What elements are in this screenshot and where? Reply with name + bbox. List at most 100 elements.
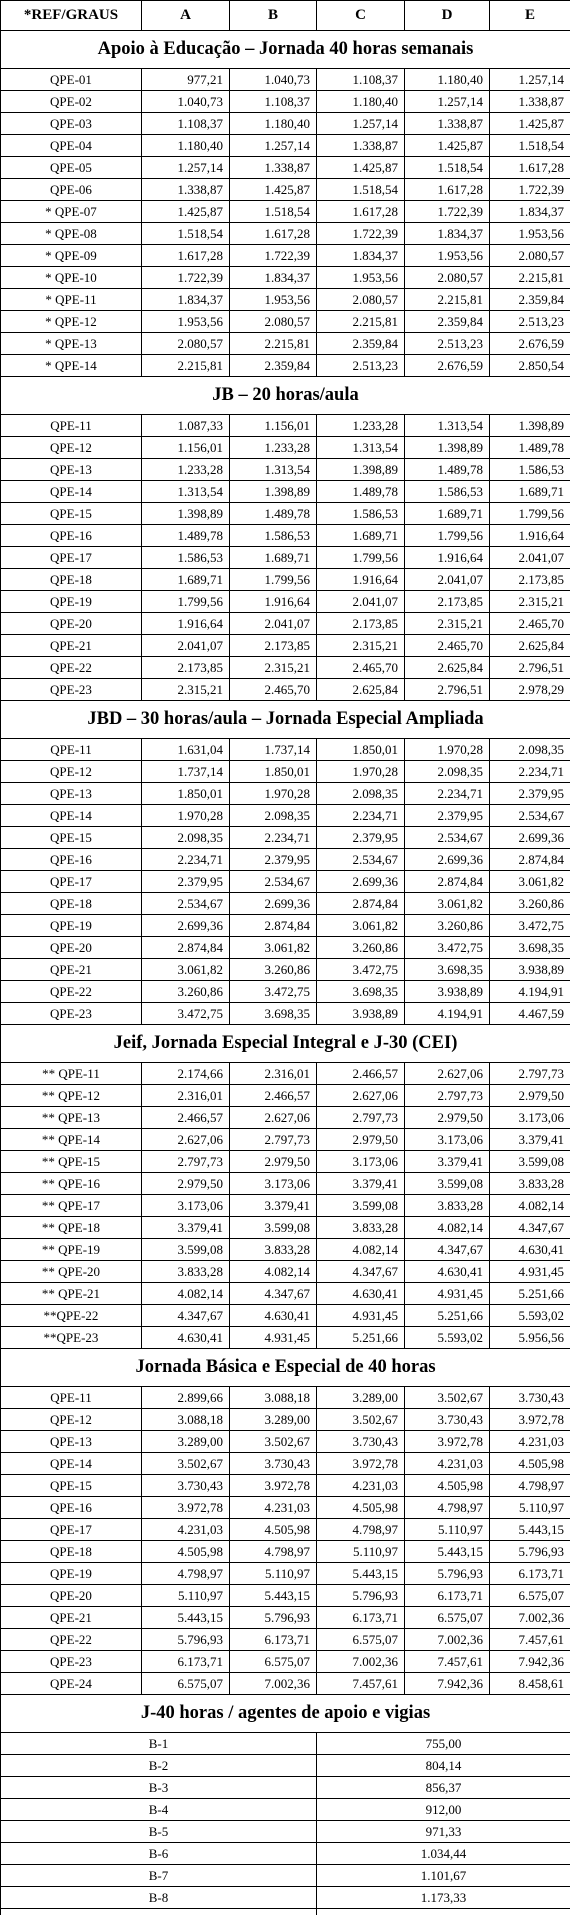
data-row: ** QPE-12 2.316,01 2.466,57 2.627,06 2.797,7… [0, 1084, 570, 1107]
value-cell: 1.249,53 [316, 1908, 570, 1915]
value-cell: 4.630,41 [229, 1304, 317, 1327]
ref-cell: ** QPE-20 [0, 1260, 142, 1283]
value-cell: 3.698,35 [316, 980, 405, 1003]
value-cell: 4.630,41 [489, 1238, 570, 1261]
ref-cell: B-5 [0, 1820, 317, 1843]
data-row: **QPE-23 4.630,41 4.931,45 5.251,66 5.593,02… [0, 1326, 570, 1349]
value-cell: 2.315,21 [141, 678, 230, 701]
ref-cell: ** QPE-15 [0, 1150, 142, 1173]
section-title-row: Apoio à Educação – Jornada 40 horas sema… [0, 30, 570, 69]
value-cell: 1.518,54 [316, 178, 405, 201]
ref-cell: QPE-21 [0, 634, 142, 657]
ref-cell: QPE-22 [0, 656, 142, 679]
ref-cell: QPE-22 [0, 1628, 142, 1651]
value-cell: 4.467,59 [489, 1002, 570, 1025]
value-cell: 4.505,98 [141, 1540, 230, 1563]
value-cell: 2.315,21 [489, 590, 570, 613]
data-row: B-1 755,00 [0, 1732, 570, 1755]
value-cell: 2.625,84 [404, 656, 490, 679]
ref-cell: QPE-02 [0, 90, 142, 113]
value-cell: 8.458,61 [489, 1672, 570, 1695]
data-row: QPE-20 5.110,97 5.443,15 5.796,93 6.173,71 6.… [0, 1584, 570, 1607]
value-cell: 1.338,87 [229, 156, 317, 179]
value-cell: 1.953,56 [489, 222, 570, 245]
value-cell: 3.698,35 [229, 1002, 317, 1025]
value-cell: 3.938,89 [316, 1002, 405, 1025]
data-row: QPE-12 1.737,14 1.850,01 1.970,28 2.098,35 2.… [0, 760, 570, 783]
value-cell: 4.082,14 [316, 1238, 405, 1261]
value-cell: 5.796,93 [404, 1562, 490, 1585]
value-cell: 2.979,50 [229, 1150, 317, 1173]
data-row: QPE-18 1.689,71 1.799,56 1.916,64 2.041,07 2.… [0, 568, 570, 591]
value-cell: 3.061,82 [141, 958, 230, 981]
value-cell: 7.457,61 [316, 1672, 405, 1695]
value-cell: 2.874,84 [229, 914, 317, 937]
value-cell: 2.041,07 [229, 612, 317, 635]
ref-cell: QPE-12 [0, 436, 142, 459]
ref-cell: QPE-23 [0, 1650, 142, 1673]
data-row: * QPE-09 1.617,28 1.722,39 1.834,37 1.953,56… [0, 244, 570, 267]
value-cell: 3.472,75 [404, 936, 490, 959]
data-row: B-91.249,53 [0, 1908, 570, 1915]
data-row: QPE-23 2.315,21 2.465,70 2.625,84 2.796,51 2.… [0, 678, 570, 701]
ref-cell: QPE-21 [0, 958, 142, 981]
ref-cell: QPE-13 [0, 1430, 142, 1453]
value-cell: 7.002,36 [229, 1672, 317, 1695]
value-cell: 4.798,97 [141, 1562, 230, 1585]
ref-cell: QPE-14 [0, 1452, 142, 1475]
value-cell: 2.173,85 [229, 634, 317, 657]
value-cell: 1.180,40 [141, 134, 230, 157]
value-cell: 1.398,89 [141, 502, 230, 525]
ref-cell: QPE-18 [0, 568, 142, 591]
section-title-row: JBD – 30 horas/aula – Jornada Especial A… [0, 700, 570, 739]
value-cell: 4.931,45 [316, 1304, 405, 1327]
value-cell: 2.315,21 [316, 634, 405, 657]
value-cell: 755,00 [316, 1732, 570, 1755]
value-cell: 2.315,21 [404, 612, 490, 635]
value-cell: 1.850,01 [229, 760, 317, 783]
ref-cell: * QPE-11 [0, 288, 142, 311]
section-title-row: Jornada Básica e Especial de 40 horas [0, 1348, 570, 1387]
data-row: QPE-15 1.398,89 1.489,78 1.586,53 1.689,71 1.… [0, 502, 570, 525]
data-row: QPE-12 3.088,18 3.289,00 3.502,67 3.730,43 3.… [0, 1408, 570, 1431]
value-cell: 4.931,45 [404, 1282, 490, 1305]
ref-cell: B-9 [0, 1908, 317, 1915]
value-cell: 3.730,43 [229, 1452, 317, 1475]
value-cell: 1.970,28 [404, 738, 490, 761]
data-row: **QPE-22 4.347,67 4.630,41 4.931,45 5.251,66… [0, 1304, 570, 1327]
value-cell: 2.098,35 [316, 782, 405, 805]
value-cell: 2.234,71 [404, 782, 490, 805]
value-cell: 2.534,67 [404, 826, 490, 849]
data-row: QPE-11 2.899,66 3.088,18 3.289,00 3.502,67 3.… [0, 1386, 570, 1409]
value-cell: 3.088,18 [141, 1408, 230, 1431]
ref-cell: * QPE-09 [0, 244, 142, 267]
value-cell: 4.931,45 [489, 1260, 570, 1283]
data-row: QPE-16 2.234,71 2.379,95 2.534,67 2.699,36 2.… [0, 848, 570, 871]
value-cell: 2.850,54 [489, 354, 570, 377]
value-cell: 1.916,64 [316, 568, 405, 591]
value-cell: 6.575,07 [229, 1650, 317, 1673]
value-cell: 1.108,37 [316, 68, 405, 91]
data-row: QPE-11 1.087,33 1.156,01 1.233,28 1.313,54 1.… [0, 414, 570, 437]
ref-cell: B-7 [0, 1864, 317, 1887]
value-cell: 2.676,59 [489, 332, 570, 355]
value-cell: 3.599,08 [316, 1194, 405, 1217]
value-cell: 5.443,15 [489, 1518, 570, 1541]
data-row: QPE-12 1.156,01 1.233,28 1.313,54 1.398,89 1.… [0, 436, 570, 459]
value-cell: 1.087,33 [141, 414, 230, 437]
data-row: QPE-15 3.730,43 3.972,78 4.231,03 4.505,98 4.… [0, 1474, 570, 1497]
ref-cell: B-4 [0, 1798, 317, 1821]
value-cell: 1.398,89 [489, 414, 570, 437]
value-cell: 2.797,73 [489, 1062, 570, 1085]
value-cell: 5.110,97 [316, 1540, 405, 1563]
ref-cell: QPE-11 [0, 414, 142, 437]
data-row: ** QPE-15 2.797,73 2.979,50 3.173,06 3.379,4… [0, 1150, 570, 1173]
value-cell: 2.359,84 [316, 332, 405, 355]
value-cell: 7.002,36 [489, 1606, 570, 1629]
value-cell: 1.834,37 [404, 222, 490, 245]
data-row: QPE-23 3.472,75 3.698,35 3.938,89 4.194,91 4.… [0, 1002, 570, 1025]
ref-cell: QPE-12 [0, 760, 142, 783]
data-row: QPE-21 2.041,07 2.173,85 2.315,21 2.465,70 2.… [0, 634, 570, 657]
value-cell: 2.379,95 [229, 848, 317, 871]
